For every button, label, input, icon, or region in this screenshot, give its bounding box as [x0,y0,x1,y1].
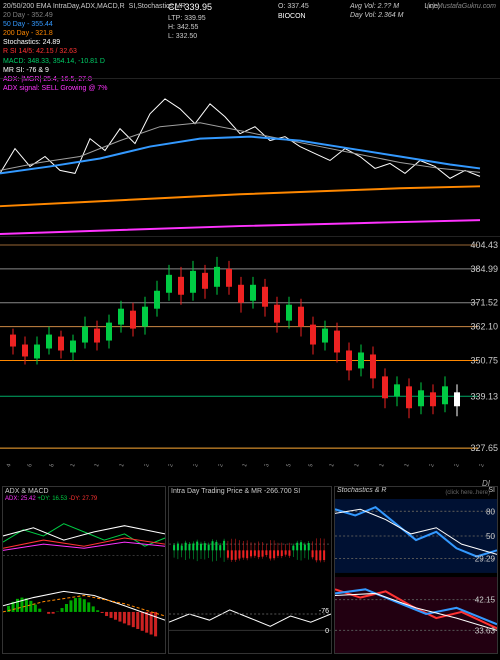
p2-label-0: 0 [325,628,329,635]
avg-vol: Avg Vol: 2.?? M [350,2,403,11]
p2-label-76: -76 [319,608,329,615]
macd-label: MACD: 348.33, 354.14, -10.81 D [3,57,497,66]
chart-header: 20/50/200 EMA IntraDay,ADX,MACD,R SI,Sto… [0,0,500,78]
rsi-label: R SI 14/5: 42.15 / 32.63 [3,47,497,56]
adx-macd-panel[interactable]: ADX & MACD ADX: 25.42 +DY: 16.53 -DY: 27… [2,486,166,654]
header-line1: 20/50/200 EMA IntraDay,ADX,MACD,R [3,2,125,11]
svg-text:327.65: 327.65 [471,443,499,453]
svg-text:350.75: 350.75 [471,355,499,365]
svg-text:404.43: 404.43 [471,240,499,250]
open: O: 337.45 [278,2,309,11]
brand: (c) MustafaGukru.com [427,2,496,11]
svg-text:371.52: 371.52 [471,298,499,308]
mr-label: MR SI: -76 & 9 [3,66,497,75]
panel2-title: Intra Day Trading Price & MR -266.700 SI [169,487,331,496]
low: L: 332.50 [168,32,258,41]
intraday-mr-panel[interactable]: Intra Day Trading Price & MR -266.700 SI… [168,486,332,654]
stochastics-rsi-panel[interactable]: Stochastics & R SI 805029.2942.1533.63 [334,486,498,654]
svg-text:362.10: 362.10 [471,322,499,332]
svg-text:50: 50 [486,532,495,541]
svg-text:339.13: 339.13 [471,391,499,401]
svg-text:33.63: 33.63 [475,626,496,635]
panel1-title: ADX & MACD [3,487,165,496]
day-vol: Day Vol: 2.364 M [350,11,403,20]
high: H: 342.55 [168,23,258,32]
svg-text:29.29: 29.29 [475,555,496,564]
candlestick-chart[interactable]: 404.43 384.99 371.52 362.10 350.75 339.13 327.… [0,236,500,464]
indicator-panels: ADX & MACD ADX: 25.42 +DY: 16.53 -DY: 27… [0,486,500,654]
click-here[interactable]: (click here..here) [445,490,490,496]
x-axis-dates: 4 Aug6 Aug8 Aug11 Aug13 Aug18 Aug20 Aug2… [0,464,500,486]
svg-text:80: 80 [486,507,495,516]
svg-text:384.99: 384.99 [471,264,499,274]
close-price: CL: 339.95 [168,2,258,14]
panel3-title-left: Stochastics & R [337,487,386,494]
ltp: LTP: 339.95 [168,14,258,23]
ema-chart[interactable] [0,78,500,236]
ticker-symbol: BIOCON [278,12,306,21]
di-label: DI [482,479,490,488]
svg-text:42.15: 42.15 [475,596,496,605]
